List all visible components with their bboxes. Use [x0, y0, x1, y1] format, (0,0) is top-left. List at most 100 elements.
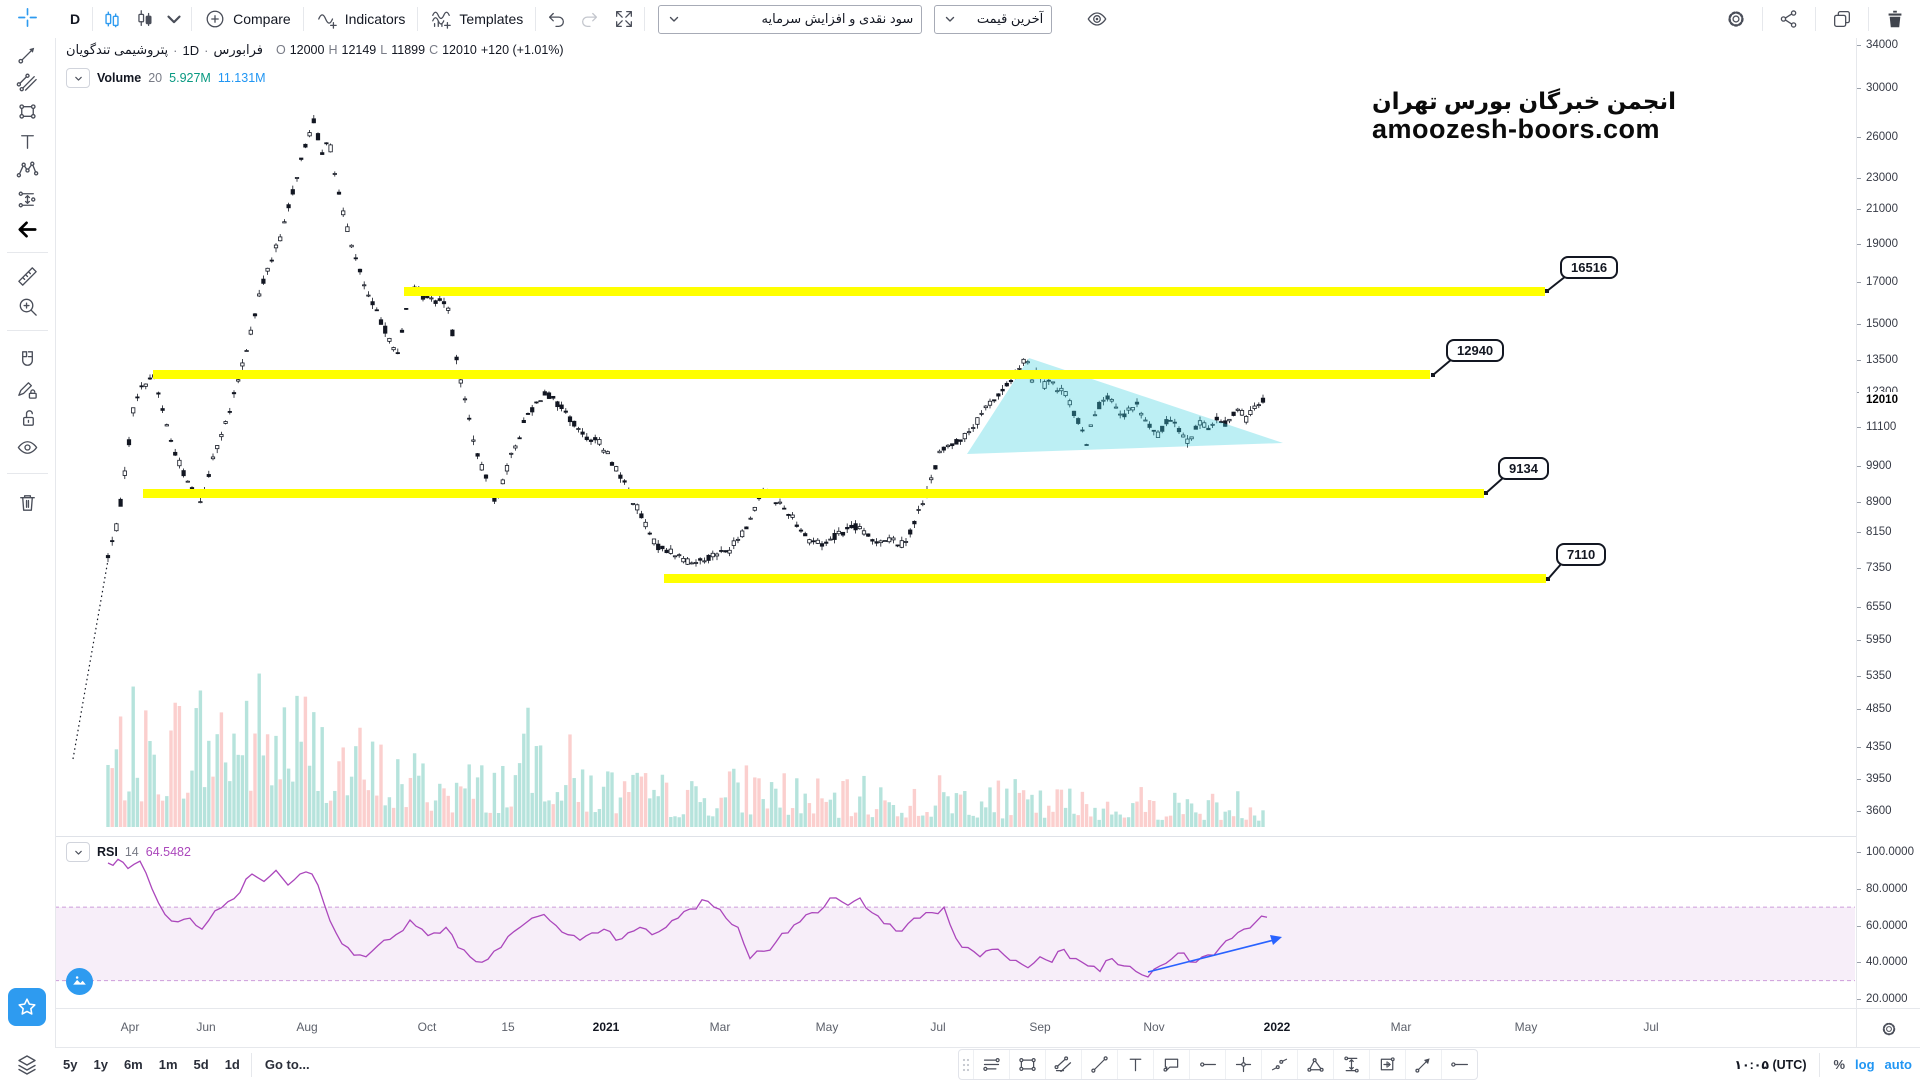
support-resistance-line[interactable]: [404, 286, 1545, 296]
goto-button[interactable]: Go to...: [264, 1057, 310, 1072]
drag-handle[interactable]: [959, 1050, 973, 1079]
redo-button[interactable]: [573, 4, 607, 34]
support-resistance-line[interactable]: [664, 574, 1546, 584]
price-callout[interactable]: 12940: [1446, 339, 1505, 362]
delete-layout-button[interactable]: [1876, 4, 1914, 34]
templates-icon: [432, 11, 452, 29]
pane-separator[interactable]: [55, 836, 1856, 837]
crosshair-tool[interactable]: [9, 1, 46, 33]
support-resistance-line[interactable]: [143, 488, 1484, 498]
time-axis[interactable]: Apr Jun Aug Oct 15 2021 Mar May Jul Sep Nov 2022 Mar…: [55, 1008, 1856, 1048]
trend-arrow-icon: [18, 47, 35, 64]
time-tick: Aug: [296, 1020, 318, 1034]
undo-button[interactable]: [539, 4, 573, 34]
arrow-marker-tool[interactable]: [1405, 1050, 1441, 1079]
price-callout[interactable]: 7110: [1556, 543, 1607, 566]
price-tick: 6550: [1857, 600, 1892, 614]
symbol-name: پتروشیمی تندگویان: [66, 42, 169, 57]
hide-tool[interactable]: [9, 431, 46, 463]
range-5d-button[interactable]: 5d: [193, 1057, 209, 1072]
close-value: 12010: [442, 43, 477, 57]
share-button[interactable]: [1770, 4, 1808, 34]
lock-tool[interactable]: [9, 401, 46, 433]
templates-button[interactable]: Templates: [421, 4, 532, 34]
style-menu-button[interactable]: [160, 4, 188, 34]
volume-legend[interactable]: Volume 20 5.927M 11.131M: [66, 68, 266, 88]
axis-settings-corner[interactable]: [1856, 1008, 1920, 1048]
triangle-tool[interactable]: [1297, 1050, 1333, 1079]
clock[interactable]: ۱۰:۰۵ (UTC): [1734, 1058, 1807, 1072]
auto-scale-button[interactable]: auto: [1884, 1057, 1912, 1072]
range-6m-button[interactable]: 6m: [123, 1057, 143, 1072]
object-tree-button[interactable]: [12, 1051, 42, 1079]
visibility-button[interactable]: [1080, 4, 1114, 34]
log-scale-button[interactable]: log: [1855, 1057, 1875, 1072]
compare-button[interactable]: Compare: [195, 4, 300, 34]
pattern-tool[interactable]: [9, 153, 46, 185]
time-tick: Jul: [1643, 1020, 1659, 1034]
fullscreen-button[interactable]: [607, 4, 641, 34]
events-dropdown[interactable]: سود نقدی و افزایش سرمایه: [658, 4, 923, 34]
candle-style-button[interactable]: [128, 4, 160, 34]
trend-line-tool[interactable]: [1081, 1050, 1117, 1079]
date-price-range-tool[interactable]: [1369, 1050, 1405, 1079]
rsi-legend[interactable]: RSI 14 64.5482: [66, 842, 191, 862]
text-tool[interactable]: [9, 125, 46, 157]
range-5y-button[interactable]: 5y: [63, 1057, 78, 1072]
horizontal-levels-tool[interactable]: [973, 1050, 1009, 1079]
horizontal-ray-tool[interactable]: [1189, 1050, 1225, 1079]
ray-tool[interactable]: [1441, 1050, 1477, 1079]
last-price-dropdown[interactable]: آخرین قیمت: [934, 4, 1053, 34]
favorites-toolbar-button[interactable]: [8, 988, 46, 1026]
interval-button[interactable]: D: [70, 11, 81, 27]
share-icon: [1780, 10, 1797, 28]
arrow-left-icon: [18, 220, 37, 238]
text-icon: [1129, 1058, 1142, 1072]
pane-logo-icon[interactable]: [66, 968, 93, 995]
symbol-legend[interactable]: پتروشیمی تندگویان · 1D · فرابورس O 12000 …: [66, 42, 564, 58]
parallel-channel-tool[interactable]: [1045, 1050, 1081, 1079]
pitchfork-tool[interactable]: [9, 65, 46, 97]
copy-layout-button[interactable]: [1823, 4, 1861, 34]
undo-icon: [549, 12, 565, 27]
rsi-collapse-button[interactable]: [66, 842, 90, 862]
copy-icon: [1834, 11, 1850, 27]
rectangle-tool[interactable]: [1009, 1050, 1045, 1079]
price-range-tool[interactable]: [1333, 1050, 1369, 1079]
chevron-down-icon: [74, 76, 82, 81]
redo-icon: [582, 12, 598, 27]
cross-line-tool[interactable]: [1225, 1050, 1261, 1079]
price-axis[interactable]: 12010 34000 30000 26000 23000 21000 19000 1700…: [1856, 38, 1920, 1008]
zoom-in-tool[interactable]: [9, 290, 46, 322]
open-label: O: [275, 43, 286, 57]
range-1d-button[interactable]: 1d: [224, 1057, 240, 1072]
trend-arrow-tool[interactable]: [9, 38, 46, 70]
current-price-badge: 12010: [1859, 392, 1920, 410]
percent-scale-button[interactable]: %: [1833, 1057, 1846, 1072]
projection-tool[interactable]: [9, 183, 46, 215]
text-tool[interactable]: [1117, 1050, 1153, 1079]
drawing-mode-tool[interactable]: [9, 373, 46, 405]
price-callout[interactable]: 16516: [1560, 256, 1619, 279]
range-1m-button[interactable]: 1m: [158, 1057, 178, 1072]
magnet-tool[interactable]: [9, 343, 46, 375]
zoom-in-icon: [19, 298, 37, 316]
disjoint-channel-tool[interactable]: [1261, 1050, 1297, 1079]
price-tick: 15000: [1857, 317, 1898, 331]
callout-tool[interactable]: [1153, 1050, 1189, 1079]
support-resistance-line[interactable]: [153, 370, 1430, 380]
fullscreen-icon: [616, 11, 633, 27]
shapes-tool[interactable]: [9, 95, 46, 127]
measure-tool[interactable]: [9, 260, 46, 292]
price-callout[interactable]: 9134: [1498, 457, 1549, 480]
price-tick: 5950: [1857, 633, 1892, 647]
remove-drawings-tool[interactable]: [9, 486, 46, 518]
indicators-button[interactable]: Indicators: [307, 4, 415, 34]
settings-button[interactable]: [1717, 4, 1755, 34]
volume-collapse-button[interactable]: [66, 68, 90, 88]
range-1y-button[interactable]: 1y: [93, 1057, 108, 1072]
bar-style-button[interactable]: [96, 4, 128, 34]
back-tool[interactable]: [9, 213, 46, 245]
layers-icon: [18, 1055, 36, 1075]
